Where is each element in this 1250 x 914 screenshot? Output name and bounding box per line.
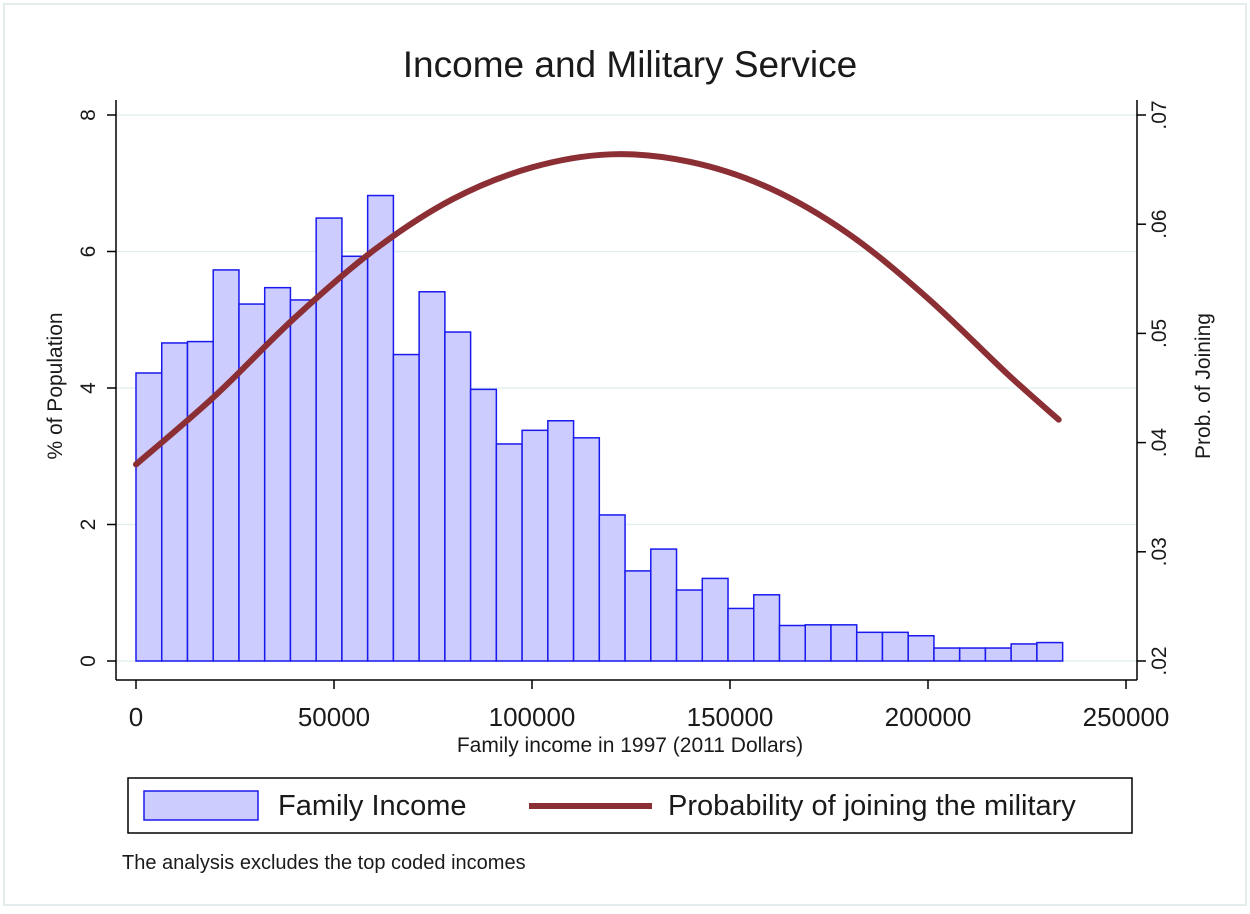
y-left-tick-label: 0: [77, 655, 100, 667]
x-tick-label: 200000: [885, 702, 972, 732]
histogram-bar: [366, 194, 395, 662]
histogram-bar: [469, 388, 498, 662]
histogram-bar: [650, 548, 678, 662]
histogram-bar: [907, 634, 935, 662]
y-right-ticks: .02 .03 .04 .05 .06 .07: [1137, 100, 1171, 676]
histogram-bar: [418, 291, 446, 662]
histogram-bar: [444, 331, 472, 662]
y-left-tick-label: 6: [77, 246, 100, 258]
histogram-bar: [778, 624, 806, 662]
y-left-ticks: 0 2 4 6 8: [77, 109, 116, 667]
histogram-bar: [186, 340, 214, 662]
x-tick-label: 150000: [687, 702, 774, 732]
histogram-bar: [855, 631, 884, 662]
histogram-bar: [958, 647, 987, 662]
x-axis-label: Family income in 1997 (2011 Dollars): [457, 734, 803, 757]
histogram-bar: [212, 269, 240, 662]
histogram-bar: [598, 514, 626, 662]
footnote: The analysis excludes the top coded inco…: [122, 852, 526, 874]
histogram-bar: [160, 342, 189, 662]
histogram-bar: [495, 443, 523, 662]
legend-label-income: Family Income: [278, 790, 467, 822]
histogram-bar: [135, 372, 163, 662]
histogram-bar: [547, 420, 575, 662]
histogram-bars: [135, 194, 1064, 662]
histogram-bar: [830, 624, 858, 662]
x-tick-label: 0: [129, 702, 143, 732]
histogram-bar: [1036, 641, 1064, 662]
x-ticks: 0 50000 100000 150000 200000 250000: [129, 680, 1170, 732]
y-right-tick-label: .06: [1148, 210, 1171, 239]
histogram-bar: [341, 255, 369, 662]
histogram-bar: [881, 631, 909, 662]
y-axis-left-label: % of Population: [44, 312, 67, 459]
probability-curve: [133, 151, 1062, 468]
y-left-tick-label: 8: [77, 109, 100, 121]
y-right-tick-label: .05: [1148, 319, 1171, 348]
x-tick-label: 50000: [298, 702, 370, 732]
histogram-bar: [727, 607, 755, 662]
histogram-bar: [933, 647, 961, 662]
legend-label-probability: Probability of joining the military: [668, 790, 1076, 822]
y-left-tick-label: 4: [77, 382, 100, 394]
histogram-bar: [263, 286, 292, 662]
y-right-tick-label: .07: [1148, 100, 1171, 129]
histogram-bar: [572, 437, 601, 662]
legend: Family Income Probability of joining the…: [127, 777, 1133, 834]
histogram-bar: [521, 429, 549, 662]
x-tick-label: 100000: [489, 702, 576, 732]
histogram-bar: [675, 589, 704, 662]
probability-line: [133, 151, 1062, 468]
y-left-tick-label: 2: [77, 519, 100, 531]
histogram-bar: [624, 570, 652, 662]
histogram-bar: [289, 299, 317, 662]
legend-bar-swatch: [143, 790, 259, 821]
histogram-bar: [392, 353, 420, 662]
y-right-tick-label: .04: [1148, 428, 1171, 458]
histogram-bar: [804, 624, 832, 662]
y-axis-right-label: Prob. of Joining: [1192, 313, 1215, 459]
histogram-bar: [701, 577, 729, 662]
histogram-bar: [984, 647, 1012, 662]
y-right-tick-label: .03: [1148, 537, 1171, 566]
y-right-tick-label: .02: [1148, 646, 1171, 675]
histogram-bar: [1010, 643, 1038, 662]
histogram-bar: [753, 594, 781, 662]
x-tick-label: 250000: [1083, 702, 1170, 732]
chart-title: Income and Military Service: [403, 44, 857, 85]
